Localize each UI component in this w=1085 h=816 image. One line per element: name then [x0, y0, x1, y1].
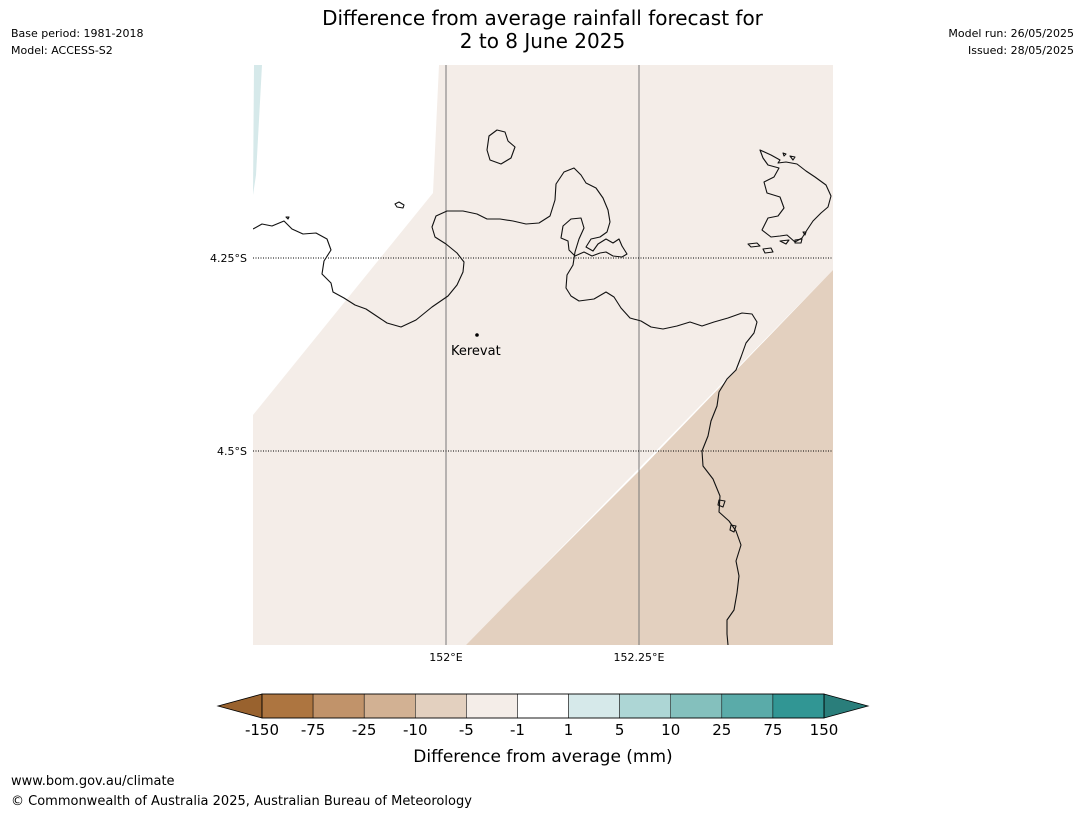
- islet-east-6: [794, 238, 803, 244]
- islet-east-5: [779, 239, 790, 245]
- islet-east-2: [789, 155, 796, 161]
- colorbar-under-arrow: [216, 693, 263, 719]
- kerevat-marker: [475, 333, 479, 337]
- lon-label-152e: 152°E: [429, 651, 462, 664]
- colorbar-tick-labels: -150 -75 -25 -10 -5 -1 1 5 10 25 75 150: [245, 721, 838, 739]
- kerevat-label: Kerevat: [451, 344, 501, 359]
- islet-east-4: [762, 247, 774, 254]
- lon-label-152-25e: 152.25°E: [614, 651, 665, 664]
- colorbar-tick-label: 10: [661, 721, 680, 739]
- colorbar-tick-label: 75: [763, 721, 782, 739]
- title-line-1: Difference from average rainfall forecas…: [322, 6, 763, 30]
- colorbar-tick-label: 25: [712, 721, 731, 739]
- model-run-text: Model run: 26/05/2025: [948, 27, 1074, 40]
- colorbar-tick-label: 1: [564, 721, 574, 739]
- colorbar-tick-label: -75: [301, 721, 326, 739]
- meta-right: Model run: 26/05/2025 Issued: 28/05/2025: [948, 25, 1074, 59]
- colorbar-over-arrow: [823, 693, 870, 719]
- footer-copyright: © Commonwealth of Australia 2025, Austra…: [11, 794, 472, 809]
- colorbar-tick-label: -25: [352, 721, 377, 739]
- islet-dot-west: [285, 216, 290, 220]
- footer-url: www.bom.gov.au/climate: [11, 774, 175, 789]
- map-area: Kerevat: [253, 65, 833, 645]
- islet-east-3: [747, 242, 761, 248]
- fill-minus5-minus10: [466, 270, 833, 645]
- fill-plus1-plus5: [253, 65, 262, 195]
- colorbar-segment: [619, 693, 671, 719]
- issued-text: Issued: 28/05/2025: [967, 44, 1074, 57]
- colorbar-segment: [517, 693, 569, 719]
- colorbar-segment: [466, 693, 518, 719]
- coastline-main: [253, 167, 758, 645]
- colorbar-segment: [772, 693, 825, 719]
- title-line-2: 2 to 8 June 2025: [459, 29, 626, 53]
- islet-south-1: [717, 499, 726, 508]
- colorbar-tick-label: 5: [615, 721, 625, 739]
- colorbar-tick-label: -5: [459, 721, 474, 739]
- colorbar-tick-label: -150: [245, 721, 279, 739]
- colorbar-segment: [568, 693, 620, 719]
- lat-label-4-25s: 4.25°S: [210, 252, 247, 265]
- islet-east-7: [802, 231, 807, 236]
- islet-south-2: [729, 524, 737, 533]
- colorbar-tick-label: -1: [510, 721, 525, 739]
- islet-west: [394, 201, 405, 209]
- colorbar-title: Difference from average (mm): [413, 747, 672, 767]
- colorbar-segment: [721, 693, 774, 719]
- meta-left: Base period: 1981-2018 Model: ACCESS-S2: [11, 25, 143, 59]
- colorbar-tick-label: -10: [403, 721, 428, 739]
- colorbar: -150 -75 -25 -10 -5 -1 1 5 10 25 75 150 Difference …: [216, 693, 870, 767]
- islet-east-1: [782, 152, 787, 157]
- model-text: Model: ACCESS-S2: [11, 44, 113, 57]
- fill-minus1-minus5: [253, 65, 833, 645]
- base-period-text: Base period: 1981-2018: [11, 27, 144, 40]
- colorbar-segment: [312, 693, 365, 719]
- chart-title: Difference from average rainfall forecas…: [0, 7, 1085, 53]
- colorbar-tick-label: 150: [810, 721, 839, 739]
- colorbar-frame: [261, 693, 825, 719]
- colorbar-segment: [670, 693, 723, 719]
- colorbar-segment: [363, 693, 416, 719]
- colorbar-segment: [415, 693, 467, 719]
- lat-label-4-5s: 4.5°S: [217, 445, 247, 458]
- colorbar-segment: [261, 693, 314, 719]
- colorbar-segments: [261, 693, 825, 719]
- island-north: [486, 129, 516, 165]
- coastline: [253, 129, 832, 645]
